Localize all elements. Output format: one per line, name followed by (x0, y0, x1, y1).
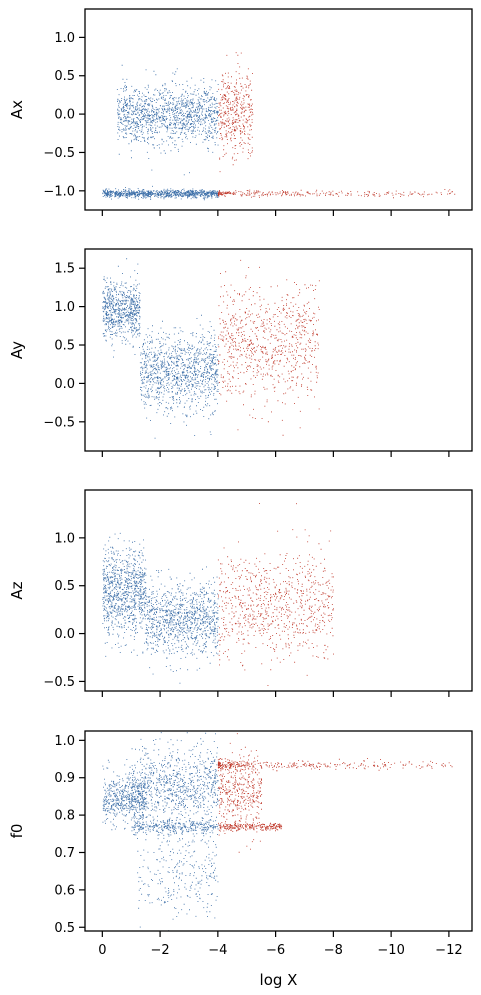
x-tick-label: −12 (435, 943, 462, 958)
panel-Az: 1.0 0.5 0.0 −0.5 Az (8, 489, 473, 697)
y-tick-label: 0.8 (54, 809, 75, 824)
y-tick-label: 0.5 (54, 69, 75, 84)
y-axis-label: f0 (8, 824, 26, 839)
series-0-cluster-0 (102, 258, 141, 358)
y-tick-label: 1.0 (54, 31, 75, 46)
y-tick-label: 1.0 (54, 531, 75, 546)
panel-f0: 0 −2 −4 −6 −8 −10 −12 1.0 0.9 0.8 0.7 0.6 0.5 f0 log X (8, 730, 473, 989)
y-tick-label: −0.5 (43, 146, 75, 161)
x-tick-label: 0 (98, 943, 106, 958)
y-axis-label: Ax (8, 100, 26, 119)
scatter-points (102, 732, 453, 931)
series-0-cluster-1 (139, 314, 219, 439)
y-tick-label: 0.0 (54, 108, 75, 123)
y-tick-label: −1.0 (43, 184, 75, 199)
panel-Ax: 1.0 0.5 0.0 −0.5 −1.0 Ax (8, 8, 473, 216)
x-tick-label: −2 (151, 943, 170, 958)
series-1-cluster-1 (218, 820, 283, 832)
scatter-points (102, 503, 334, 686)
y-tick-label: 0.9 (54, 771, 75, 786)
x-tick-label: −10 (377, 943, 404, 958)
y-tick-label: 0.5 (54, 921, 75, 936)
x-tick-label: −6 (266, 943, 285, 958)
scatter-points (102, 52, 456, 201)
axes-frame (84, 8, 473, 211)
y-tick-label: 1.0 (54, 734, 75, 749)
panel-Ay: 1.5 1.0 0.5 0.0 −0.5 Ay (8, 248, 473, 457)
series-0-cluster-2 (131, 816, 219, 837)
axes-frame (84, 730, 473, 932)
series-0-cluster-1 (131, 732, 219, 845)
y-tick-label: 0.7 (54, 846, 75, 861)
axes-frame (84, 248, 473, 452)
y-tick-label: 0.0 (54, 627, 75, 642)
y-tick-label: 0.5 (54, 579, 75, 594)
series-0-cluster-1 (145, 566, 219, 684)
series-0-cluster-0 (102, 759, 147, 833)
x-axis-label: log X (260, 971, 298, 989)
y-tick-label: 1.0 (54, 300, 75, 315)
series-1-cluster-0 (218, 259, 320, 436)
y-tick-label: −0.5 (43, 415, 75, 430)
series-1-cluster-0 (217, 503, 334, 686)
y-tick-label: 0.5 (54, 339, 75, 354)
series-0-cluster-1 (102, 185, 219, 201)
axes-frame (84, 489, 473, 692)
series-0-cluster-0 (102, 532, 147, 657)
y-axis-label: Az (8, 581, 26, 599)
series-1-cluster-0 (217, 757, 453, 772)
y-axis-label: Ay (8, 341, 26, 359)
x-tick-label: −8 (324, 943, 343, 958)
scatter-points (102, 258, 320, 439)
y-tick-label: 0.0 (54, 377, 75, 392)
series-1-cluster-2 (218, 733, 263, 853)
y-tick-label: −0.5 (43, 675, 75, 690)
y-tick-label: 0.6 (54, 883, 75, 898)
series-1-cluster-0 (218, 52, 254, 173)
series-0-cluster-0 (116, 64, 219, 176)
series-1-cluster-1 (217, 189, 456, 199)
y-tick-label: 1.5 (54, 262, 75, 277)
x-tick-label: −4 (208, 943, 227, 958)
